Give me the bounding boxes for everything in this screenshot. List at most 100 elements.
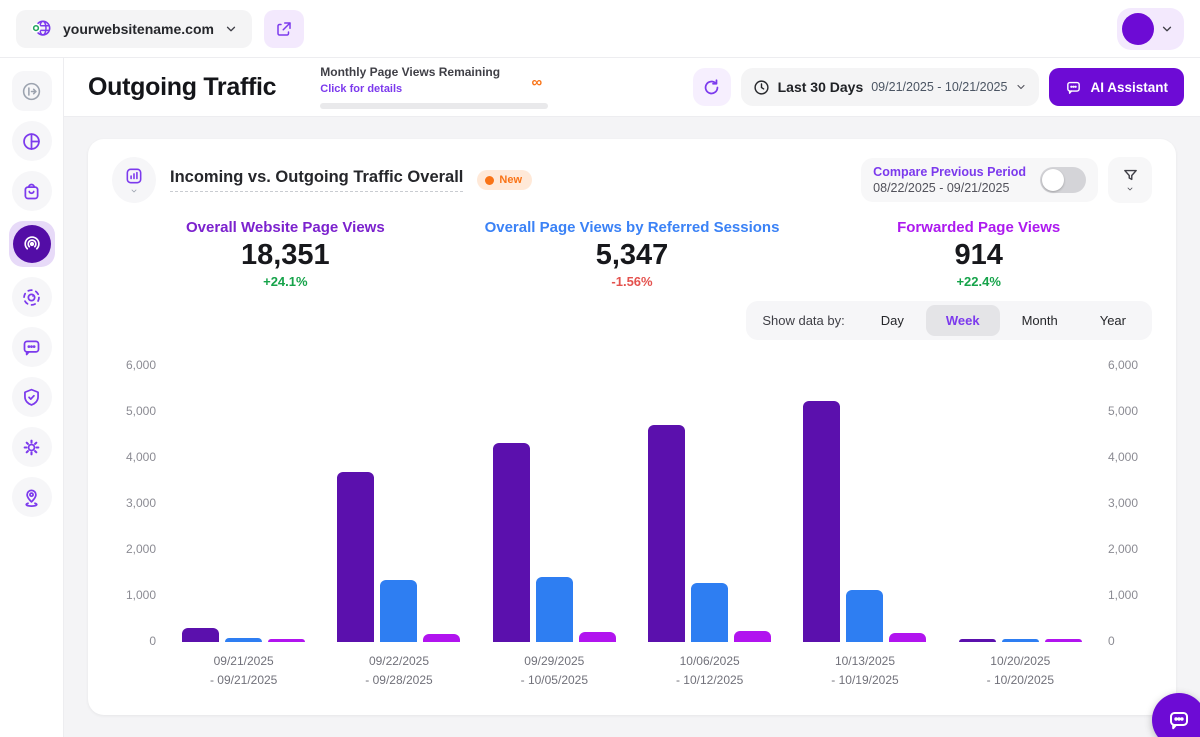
- bar-group: [321, 366, 476, 642]
- chart-bar[interactable]: [1002, 639, 1039, 642]
- collapse-sidebar-button[interactable]: [12, 71, 52, 111]
- chart-plot: [166, 366, 1098, 642]
- quota-widget: Monthly Page Views Remaining Click for d…: [320, 65, 548, 109]
- x-axis-label: 10/13/2025- 10/19/2025: [787, 652, 942, 689]
- metric-overall-page-views: Overall Website Page Views 18,351 +24.1%: [112, 219, 459, 289]
- chart-bar[interactable]: [1045, 639, 1082, 642]
- compare-toggle[interactable]: [1040, 167, 1086, 193]
- page-header: Outgoing Traffic Monthly Page Views Rema…: [64, 58, 1200, 117]
- metric-value: 18,351: [112, 239, 459, 272]
- x-axis-label: 10/20/2025- 10/20/2025: [943, 652, 1098, 689]
- chart-bar[interactable]: [337, 472, 374, 642]
- compare-range: 08/22/2025 - 09/21/2025: [873, 181, 1026, 195]
- bar-group: [477, 366, 632, 642]
- sidebar-item-locations[interactable]: [12, 477, 52, 517]
- quota-details-link[interactable]: Click for details: [320, 83, 402, 95]
- sidebar-item-settings[interactable]: [12, 427, 52, 467]
- chart-bar[interactable]: [691, 583, 728, 642]
- y-tick-label: 5,000: [126, 404, 156, 418]
- show-data-by-label: Show data by:: [752, 313, 858, 328]
- chart-bar[interactable]: [959, 639, 996, 642]
- bar-group: [787, 366, 942, 642]
- chart-bar[interactable]: [889, 633, 926, 642]
- quota-label: Monthly Page Views Remaining: [320, 65, 548, 79]
- y-tick-label: 2,000: [126, 542, 156, 556]
- x-axis-label: 09/29/2025- 10/05/2025: [477, 652, 632, 689]
- y-tick-label: 2,000: [1108, 542, 1138, 556]
- open-website-button[interactable]: [264, 10, 304, 48]
- granularity-day[interactable]: Day: [861, 305, 924, 336]
- funnel-icon: [1122, 167, 1139, 184]
- sidebar-item-analytics[interactable]: [12, 121, 52, 161]
- account-menu[interactable]: [1117, 8, 1184, 50]
- y-tick-label: 6,000: [126, 358, 156, 372]
- date-range-label: Last 30 Days: [778, 79, 864, 95]
- metric-label: Overall Page Views by Referred Sessions: [459, 219, 806, 236]
- ai-assistant-label: AI Assistant: [1090, 80, 1168, 95]
- chart-bar[interactable]: [493, 443, 530, 642]
- sidebar-item-session-capture[interactable]: [12, 277, 52, 317]
- shield-check-icon: [21, 387, 42, 408]
- content-area: Incoming vs. Outgoing Traffic Overall Ne…: [64, 117, 1200, 737]
- chart-bar[interactable]: [734, 631, 771, 642]
- chart-bar[interactable]: [225, 638, 262, 642]
- sidebar: [0, 58, 64, 737]
- toggle-knob: [1042, 169, 1064, 191]
- granularity-year[interactable]: Year: [1080, 305, 1146, 336]
- filter-button[interactable]: [1108, 157, 1152, 203]
- metric-delta: +22.4%: [805, 274, 1152, 289]
- y-tick-label: 0: [1108, 634, 1115, 648]
- sidebar-item-outgoing-traffic[interactable]: [9, 221, 55, 267]
- sidebar-item-messages[interactable]: [12, 327, 52, 367]
- chart-bar[interactable]: [803, 401, 840, 642]
- refresh-button[interactable]: [693, 68, 731, 106]
- chart-bar[interactable]: [182, 628, 219, 642]
- y-tick-label: 3,000: [126, 496, 156, 510]
- metric-forwarded-page-views: Forwarded Page Views 914 +22.4%: [805, 219, 1152, 289]
- gear-icon: [21, 437, 42, 458]
- metric-label: Forwarded Page Views: [805, 219, 1152, 236]
- date-range-selector[interactable]: Last 30 Days 09/21/2025 - 10/21/2025: [741, 68, 1040, 106]
- quota-progress-bar: [320, 103, 548, 109]
- sidebar-item-store[interactable]: [12, 171, 52, 211]
- traffic-overview-card: Incoming vs. Outgoing Traffic Overall Ne…: [88, 139, 1176, 715]
- chart-bar[interactable]: [380, 580, 417, 642]
- focus-camera-icon: [21, 287, 42, 308]
- y-axis-left: 6,0005,0004,0003,0002,0001,0000: [112, 366, 166, 642]
- chat-bubble-icon: [21, 337, 42, 358]
- x-axis-label: 09/21/2025- 09/21/2025: [166, 652, 321, 689]
- date-range-value: 09/21/2025 - 10/21/2025: [871, 80, 1007, 94]
- card-title: Incoming vs. Outgoing Traffic Overall: [170, 168, 463, 192]
- website-selector[interactable]: yourwebsitename.com: [16, 10, 252, 48]
- clock-icon: [753, 79, 770, 96]
- badge-dot-icon: [485, 176, 494, 185]
- granularity-month[interactable]: Month: [1002, 305, 1078, 336]
- chart-bar[interactable]: [579, 632, 616, 642]
- chart-bar[interactable]: [846, 590, 883, 642]
- sidebar-item-security[interactable]: [12, 377, 52, 417]
- x-axis-label: 10/06/2025- 10/12/2025: [632, 652, 787, 689]
- metrics-row: Overall Website Page Views 18,351 +24.1%…: [112, 219, 1152, 289]
- traffic-bar-chart: 6,0005,0004,0003,0002,0001,0000 6,0005,0…: [112, 366, 1152, 689]
- metric-value: 914: [805, 239, 1152, 272]
- avatar: [1122, 13, 1154, 45]
- metric-delta: -1.56%: [459, 274, 806, 289]
- chevron-down-icon: [129, 187, 139, 195]
- chart-bar[interactable]: [423, 634, 460, 642]
- refresh-icon: [702, 78, 721, 97]
- show-data-by-selector: Show data by: Day Week Month Year: [746, 301, 1152, 340]
- granularity-week[interactable]: Week: [926, 305, 1000, 336]
- metric-delta: +24.1%: [112, 274, 459, 289]
- new-badge: New: [477, 170, 532, 190]
- ai-assistant-button[interactable]: AI Assistant: [1049, 68, 1184, 106]
- chart-bar[interactable]: [648, 425, 685, 642]
- chevron-down-icon: [1125, 185, 1135, 193]
- website-name: yourwebsitename.com: [63, 21, 214, 37]
- chart-bar[interactable]: [536, 577, 573, 642]
- shopping-bag-icon: [21, 181, 42, 202]
- chart-bar[interactable]: [268, 639, 305, 642]
- infinity-icon: ∞: [532, 74, 543, 91]
- chart-type-menu-button[interactable]: [112, 157, 156, 203]
- y-tick-label: 4,000: [126, 450, 156, 464]
- y-tick-label: 6,000: [1108, 358, 1138, 372]
